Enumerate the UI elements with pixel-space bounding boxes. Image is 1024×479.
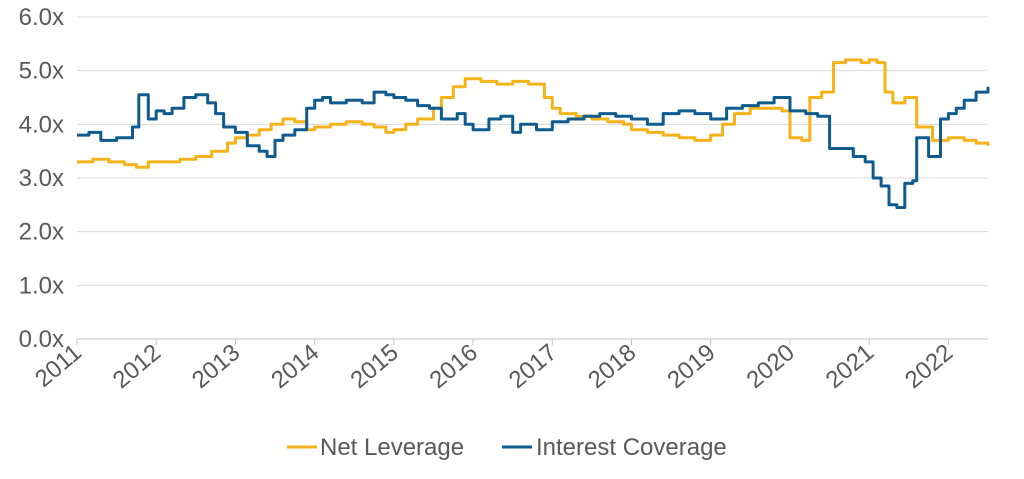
x-tick-label: 2021 — [821, 339, 879, 394]
grid-lines — [77, 16, 988, 340]
y-tick-label: 1.0x — [19, 272, 64, 299]
y-tick-label: 4.0x — [19, 111, 64, 138]
y-tick-label: 2.0x — [19, 219, 64, 246]
x-tick-label: 2022 — [900, 339, 958, 394]
x-tick-label: 2019 — [662, 339, 720, 394]
x-tick-label: 2013 — [187, 339, 245, 394]
x-tick-label: 2012 — [108, 339, 166, 394]
y-tick-label: 6.0x — [19, 4, 64, 31]
series-lines — [77, 58, 990, 209]
legend: Net Leverage Interest Coverage — [287, 434, 727, 461]
x-tick-label: 2020 — [742, 339, 800, 394]
x-tick-label: 2016 — [425, 339, 483, 394]
y-tick-label: 3.0x — [19, 165, 64, 192]
legend-label-interest-coverage: Interest Coverage — [536, 434, 727, 461]
series-line-interest-coverage — [77, 86, 990, 209]
legend-label-net-leverage: Net Leverage — [320, 434, 464, 461]
x-tick-label: 2015 — [345, 339, 403, 394]
x-tick-label: 2014 — [266, 339, 324, 394]
series-line-net-leverage — [77, 58, 990, 169]
x-tick-label: 2018 — [583, 339, 641, 394]
y-tick-label: 0.0x — [19, 326, 64, 353]
y-tick-label: 5.0x — [19, 58, 64, 85]
x-axis-ticks: 2011 2012 2013 2014 2015 2016 2017 2018 2019 2020… — [30, 339, 958, 394]
y-axis-ticks: 0.0x 1.0x 2.0x 3.0x 4.0x 5.0x 6.0x — [19, 4, 64, 353]
x-tick-label: 2017 — [504, 339, 562, 394]
